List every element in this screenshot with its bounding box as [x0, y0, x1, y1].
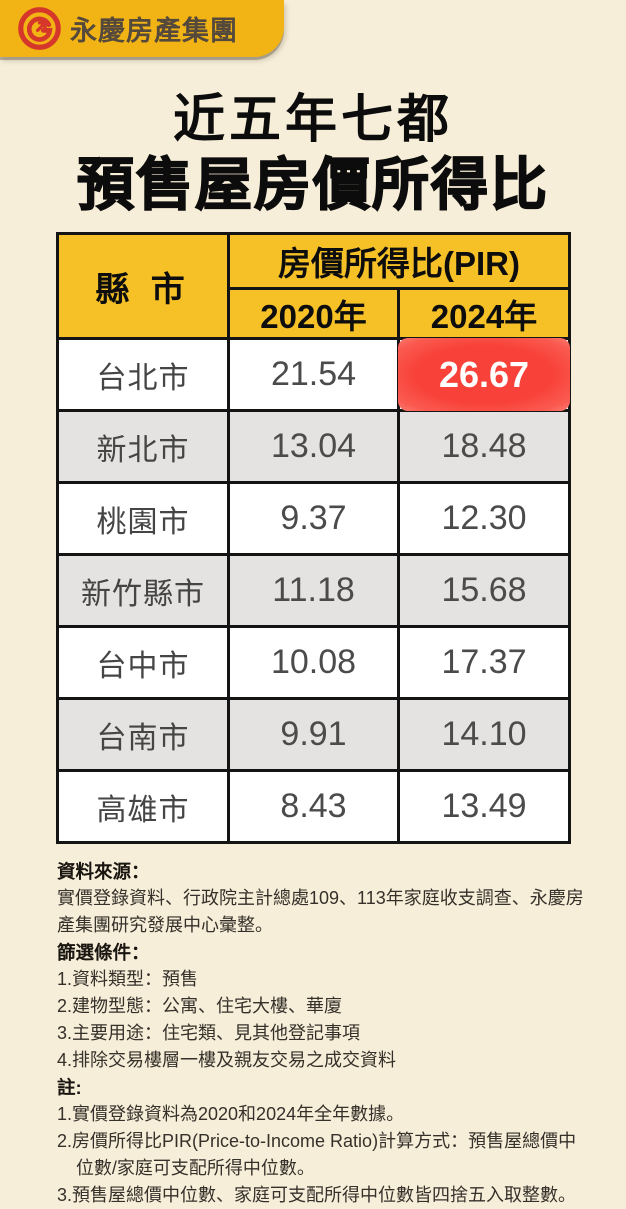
- source-label: 資料來源：: [57, 861, 150, 882]
- table-row-city: 新北市: [59, 412, 227, 481]
- filter-label: 篩選條件：: [57, 942, 150, 963]
- note-label: 註:: [57, 1077, 82, 1098]
- table-row-2020-value: 9.37: [230, 484, 397, 553]
- title-line-1: 近五年七都: [172, 91, 453, 149]
- table-row-city: 高雄市: [59, 772, 227, 841]
- table-row-2024-value: 18.48: [400, 412, 568, 481]
- table-row-city: 台中市: [59, 628, 227, 697]
- table-row-2024-value: 12.30: [400, 484, 568, 553]
- table-row-2020-value: 10.08: [230, 628, 397, 697]
- note-item: 1.實價登錄資料為2020和2024年全年數據。: [57, 1104, 405, 1124]
- filter-item: 4.排除交易樓層一樓及親友交易之成交資料: [57, 1050, 397, 1070]
- yungching-logo-icon: [18, 7, 61, 50]
- highlight-badge: 26.67: [398, 338, 570, 411]
- table-row-2020-value: 8.43: [230, 772, 397, 841]
- footnotes: 資料來源： 實價登錄資料、行政院主計總處109、113年家庭收支調查、永慶房產集…: [57, 858, 587, 1209]
- table-row-2024-value: 13.49: [400, 772, 568, 841]
- table-row-city: 台北市: [59, 340, 227, 409]
- table-row-2020-value: 21.54: [230, 340, 397, 409]
- filter-item: 1.資料類型：預售: [57, 969, 199, 989]
- brand-name: 永慶房產集團: [70, 16, 238, 46]
- page-title: 近五年七都 預售屋房價所得比: [0, 88, 626, 218]
- note-item: 2.房價所得比PIR(Price-to-Income Ratio)計算方式：預售…: [57, 1131, 577, 1178]
- table-row-city: 台南市: [59, 700, 227, 769]
- header-city: 縣 市: [59, 235, 227, 337]
- note-item: 3.預售屋總價中位數、家庭可支配所得中位數皆四捨五入取整數。: [57, 1185, 577, 1205]
- table-row-2024-value: 17.37: [400, 628, 568, 697]
- header-2020: 2020年: [230, 290, 397, 337]
- filter-item: 3.主要用途：住宅類、見其他登記事項: [57, 1023, 361, 1043]
- filter-item: 2.建物型態：公寓、住宅大樓、華廈: [57, 996, 343, 1016]
- pir-table: 縣 市 房價所得比(PIR) 2020年 2024年 台北市 21.54 26.…: [56, 232, 571, 844]
- source-text: 實價登錄資料、行政院主計總處109、113年家庭收支調查、永慶房產集團研究發展中…: [57, 888, 584, 935]
- header-2024: 2024年: [400, 290, 568, 337]
- header-pir: 房價所得比(PIR): [230, 235, 568, 287]
- table-row-2024-value: 15.68: [400, 556, 568, 625]
- table-row-city: 新竹縣市: [59, 556, 227, 625]
- table-row-2020-value: 9.91: [230, 700, 397, 769]
- table-row-2024-value-highlighted: 26.67: [398, 338, 570, 411]
- table-row-2020-value: 11.18: [230, 556, 397, 625]
- table-row-city: 桃園市: [59, 484, 227, 553]
- title-line-2: 預售屋房價所得比: [76, 152, 549, 218]
- table-row-2020-value: 13.04: [230, 412, 397, 481]
- brand-badge: 永慶房產集團: [0, 0, 284, 57]
- table-row-2024-value: 14.10: [400, 700, 568, 769]
